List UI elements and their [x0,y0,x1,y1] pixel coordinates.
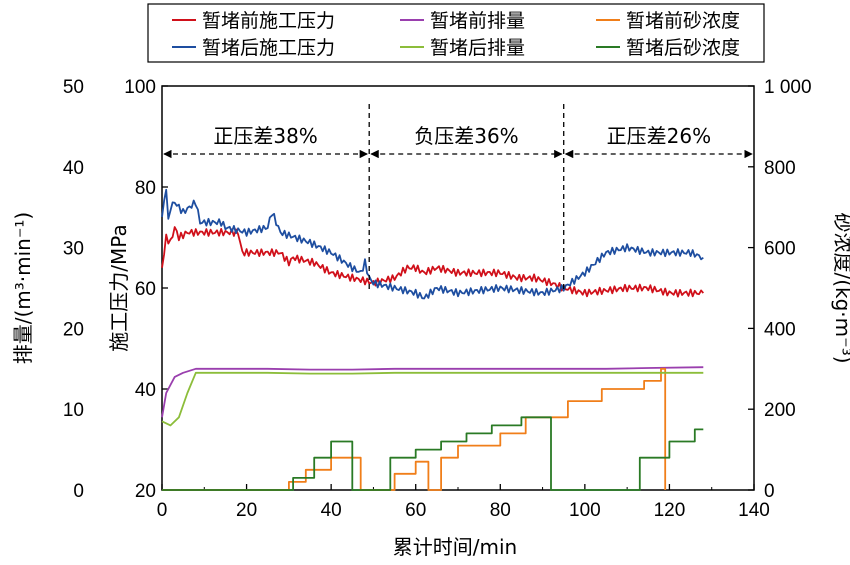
rate-tick-label: 50 [63,77,84,98]
rate-axis-title: 排量/(m³·min⁻¹) [11,212,35,365]
rate-tick-label: 0 [73,481,84,502]
legend-label: 暂堵前施工压力 [202,10,335,32]
conc-tick-label: 800 [764,158,796,179]
x-tick-label: 60 [405,500,426,521]
conc-tick-label: 600 [764,239,796,260]
conc-tick-label: 400 [764,319,796,340]
pressure-tick-label: 60 [135,279,156,300]
legend-label: 暂堵后砂浓度 [626,37,740,59]
x-tick-label: 40 [321,500,342,521]
legend-label: 暂堵前砂浓度 [626,10,740,32]
legend-label: 暂堵后施工压力 [202,37,335,59]
conc-tick-label: 0 [764,481,775,502]
conc-tick-label: 200 [764,400,796,421]
rate-tick-label: 30 [63,239,84,260]
series-line [161,226,704,298]
series-line [161,371,704,427]
rate-tick-label: 40 [63,158,84,179]
x-tick-label: 140 [738,500,770,521]
pressure-tick-label: 40 [135,380,156,401]
series-line [162,416,704,491]
rate-tick-label: 10 [63,400,84,421]
pressure-axis-title: 施工压力/MPa [107,224,131,351]
series-line [161,188,704,300]
concentration-axis-title: 砂浓度/(kg·m⁻³) [831,212,850,363]
legend-label: 暂堵后排量 [430,37,525,59]
legend-box [147,3,765,63]
pressure-tick-label: 80 [135,178,156,199]
phase-label: 正压差26% [607,124,711,148]
x-tick-label: 0 [157,500,168,521]
rate-tick-label: 20 [63,319,84,340]
pressure-tick-label: 20 [135,481,156,502]
x-axis-title: 累计时间/min [393,535,517,559]
series-line [162,367,667,491]
series-line [161,366,704,418]
pressure-tick-label: 100 [124,77,156,98]
legend-label: 暂堵前排量 [430,10,525,32]
phase-label: 正压差38% [213,124,317,148]
x-tick-label: 80 [490,500,511,521]
conc-tick-label: 1 000 [764,77,812,98]
x-tick-label: 20 [236,500,257,521]
x-tick-label: 100 [569,500,601,521]
x-tick-label: 120 [654,500,686,521]
phase-label: 负压差36% [414,124,518,148]
